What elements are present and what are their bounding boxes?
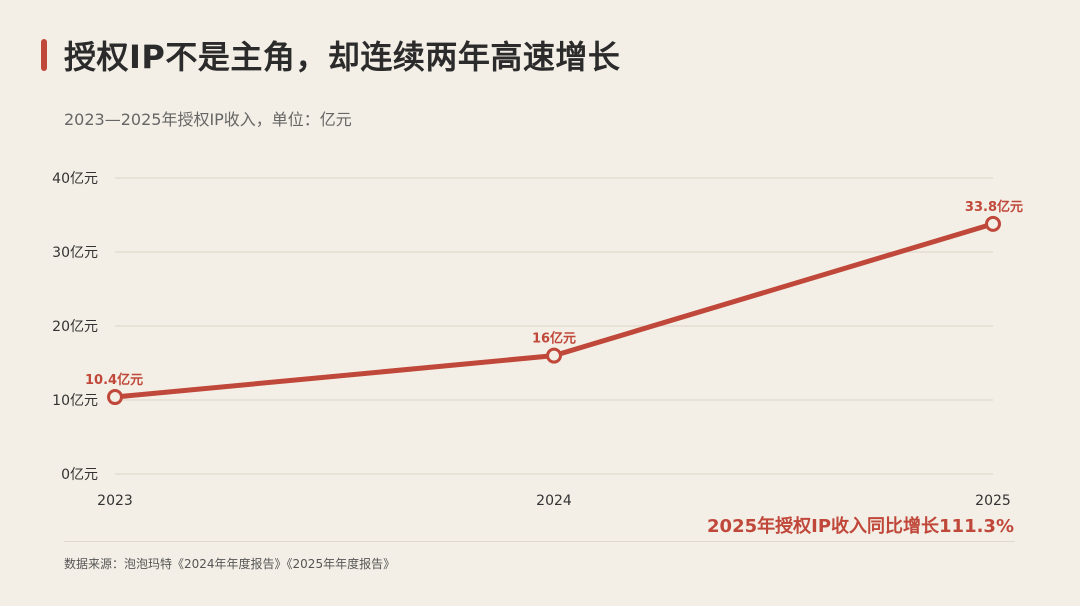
title-accent-bar bbox=[41, 39, 47, 71]
data-label: 16亿元 bbox=[532, 331, 576, 347]
y-tick-label: 0亿元 bbox=[61, 467, 98, 483]
data-point bbox=[107, 389, 123, 406]
data-source: 数据来源：泡泡玛特《2024年年度报告》《2025年年度报告》 bbox=[64, 557, 396, 571]
y-tick-label: 20亿元 bbox=[52, 319, 98, 335]
page-title: 授权IP不是主角，却连续两年高速增长 bbox=[64, 38, 621, 76]
y-tick-label: 10亿元 bbox=[52, 393, 98, 409]
data-point bbox=[546, 347, 562, 364]
x-tick-label: 2023 bbox=[97, 493, 133, 509]
x-tick-label: 2024 bbox=[536, 493, 572, 509]
y-tick-label: 40亿元 bbox=[52, 171, 98, 187]
series-line bbox=[112, 221, 996, 400]
data-label: 10.4亿元 bbox=[85, 372, 143, 388]
chart-subtitle: 2023—2025年授权IP收入，单位：亿元 bbox=[64, 110, 352, 129]
y-tick-label: 30亿元 bbox=[52, 245, 98, 261]
data-point bbox=[985, 215, 1001, 232]
data-label: 33.8亿元 bbox=[965, 199, 1023, 215]
growth-highlight: 2025年授权IP收入同比增长111.3% bbox=[707, 516, 1014, 537]
footnote-divider bbox=[64, 541, 1015, 542]
x-tick-label: 2025 bbox=[975, 493, 1011, 509]
